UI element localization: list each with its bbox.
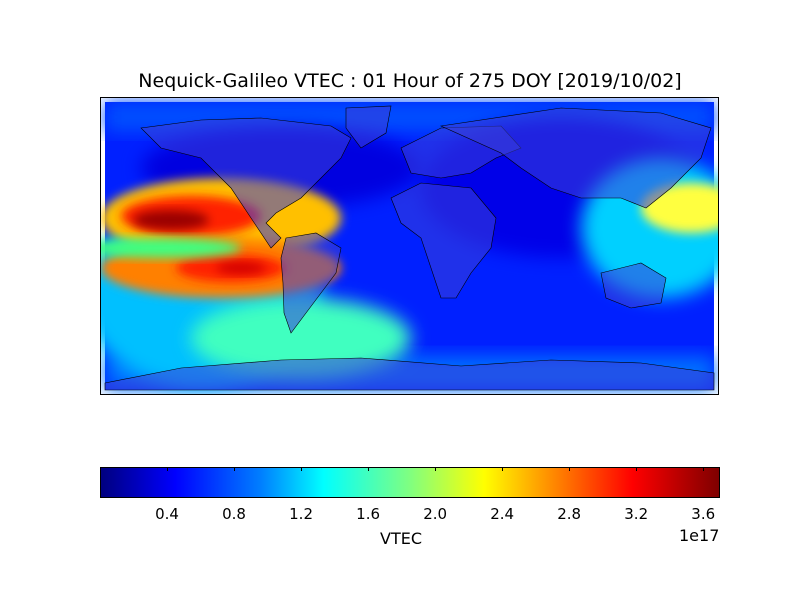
colorbar — [100, 467, 720, 498]
colorbar-tick-label: 1.2 — [289, 505, 313, 523]
colorbar-tick-label: 1.6 — [356, 505, 381, 523]
africa-outline — [390, 182, 497, 299]
colorbar-label: VTEC — [380, 529, 422, 548]
colorbar-tick-label: 2.0 — [423, 505, 448, 523]
colorbar-tick-mark — [569, 467, 571, 471]
colorbar-tick-mark — [502, 467, 504, 471]
colorbar-exponent: 1e17 — [679, 526, 720, 545]
map-title: Nequick-Galileo VTEC : 01 Hour of 275 DO… — [138, 70, 682, 92]
colorbar-tick-mark — [301, 467, 303, 471]
greenland-outline — [345, 105, 392, 149]
australia-outline — [600, 262, 667, 309]
colorbar-tick-label: 3.6 — [691, 505, 716, 523]
colorbar-tick-mark — [636, 467, 638, 471]
colorbar-tick-mark — [167, 467, 169, 471]
vtec-map — [101, 102, 718, 391]
colorbar-tick-label: 2.8 — [557, 505, 582, 523]
antarctica-outline — [104, 357, 715, 391]
continent-outlines — [104, 105, 715, 391]
colorbar-tick-mark — [368, 467, 370, 471]
colorbar-tick-mark — [435, 467, 437, 471]
colorbar-tick-mark — [703, 467, 705, 471]
colorbar-tick-label: 3.2 — [624, 505, 649, 523]
map-panel — [100, 97, 719, 395]
south-america-outline — [280, 232, 342, 334]
asia-outline — [439, 107, 712, 209]
north-america-outline — [140, 117, 352, 249]
colorbar-tick-label: 0.4 — [155, 505, 179, 523]
colorbar-tick-label: 2.4 — [490, 505, 515, 523]
colorbar-tick-label: 0.8 — [222, 505, 246, 523]
colorbar-tick-mark — [234, 467, 236, 471]
